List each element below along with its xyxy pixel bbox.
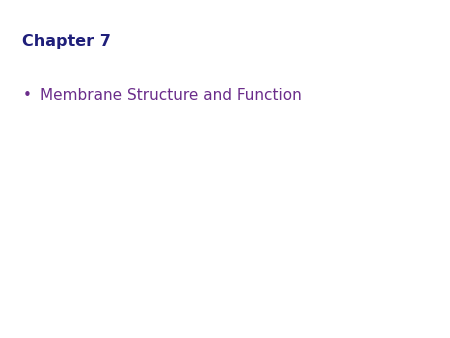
Text: Chapter 7: Chapter 7 [22,34,112,49]
Text: •: • [22,88,32,103]
Text: Membrane Structure and Function: Membrane Structure and Function [40,88,302,103]
